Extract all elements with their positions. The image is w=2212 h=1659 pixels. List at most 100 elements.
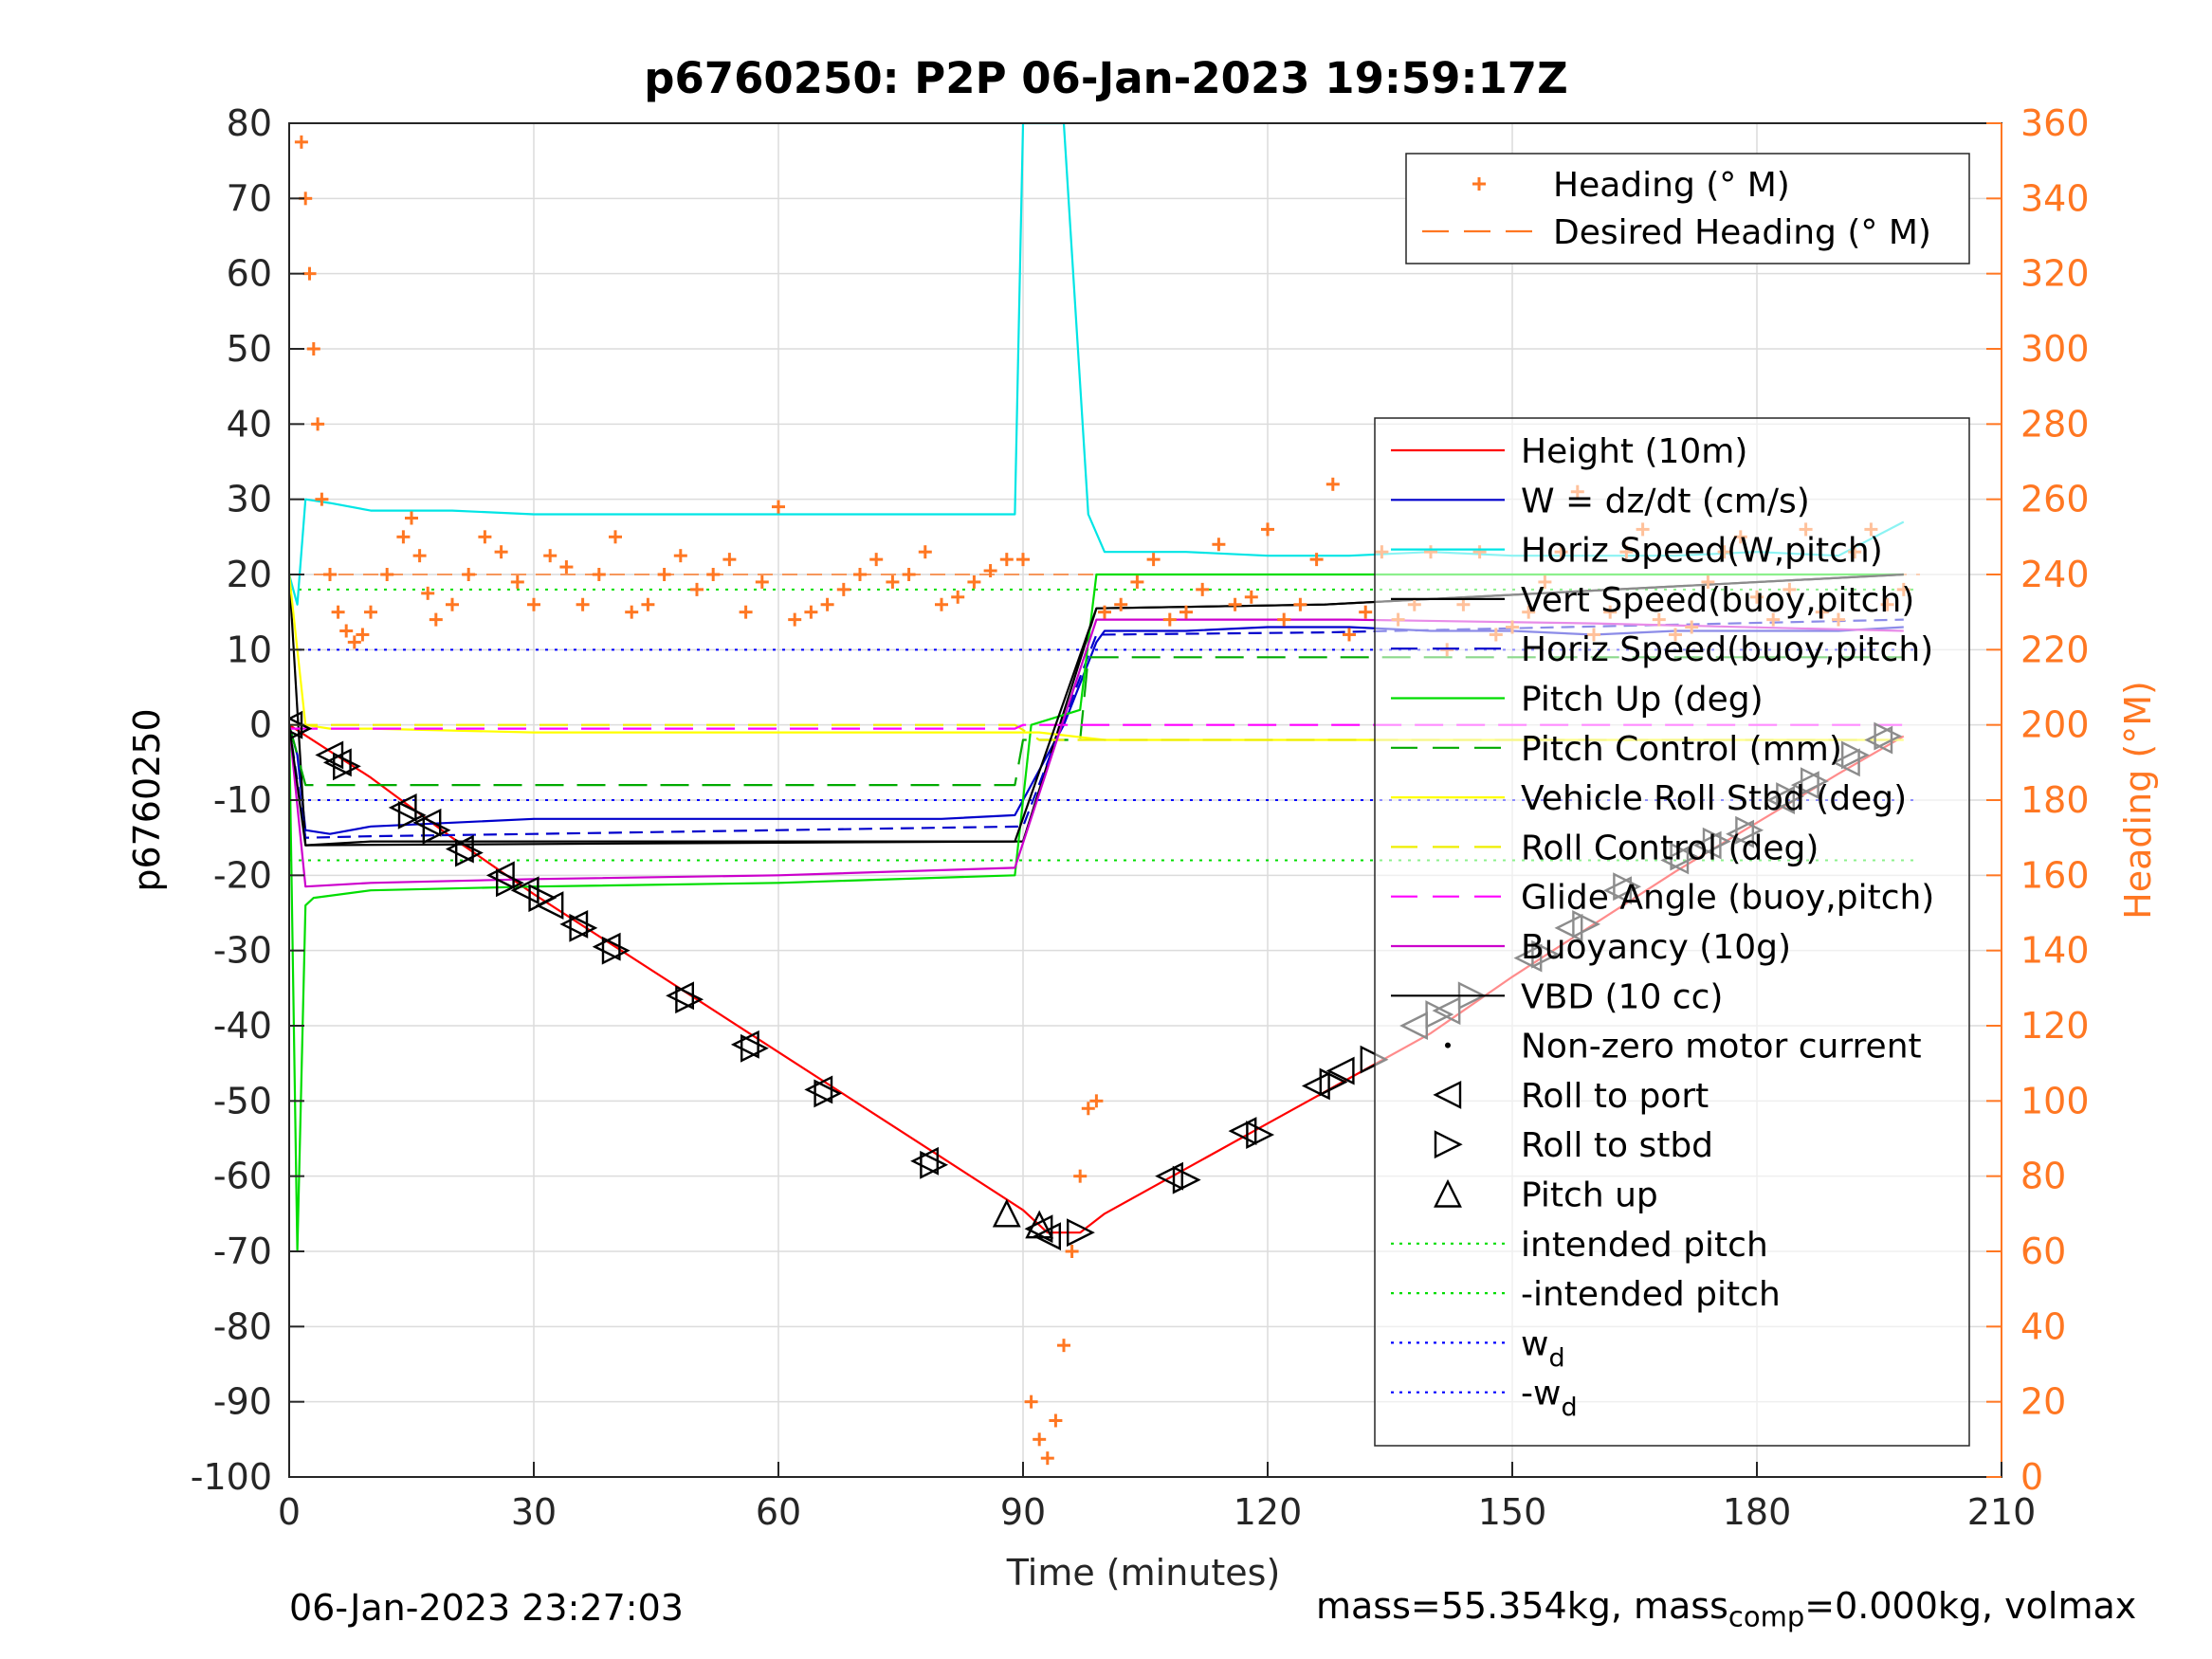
heading-point [559,560,574,574]
heading-point [1325,477,1340,491]
y-tick-label: 50 [227,328,272,370]
heading-point [315,492,329,506]
y-tick-label: -70 [213,1231,272,1272]
y-tick-label: 70 [227,177,272,219]
heading-point [983,564,997,578]
heading-point [788,612,802,627]
heading-point [1098,605,1111,619]
legend-swatch-tri-left [1433,1080,1462,1109]
pitch-up-marker [1025,1210,1054,1239]
footer-mass-info: mass=55.354kg, masscomp=0.000kg, volmax [1316,1585,2136,1633]
heading-point [1244,590,1258,604]
heading-point [429,612,443,627]
roll-to-port-marker [388,793,417,822]
roll-to-stbd-marker [528,884,558,913]
legend-label: Glide Angle (buoy,pitch) [1521,879,1934,918]
legend-label: Buoyancy (10g) [1521,928,1791,967]
y2-tick-label: 200 [2020,704,2090,746]
y-tick-label: 60 [227,253,272,295]
y-tick-label: 80 [227,102,272,144]
legend-swatch-tri-up [1434,1178,1462,1208]
heading-point [625,605,639,619]
y2-tick-label: 20 [2020,1381,2066,1423]
x-tick-label: 0 [278,1491,301,1533]
y2-tick-label: 0 [2020,1456,2043,1498]
heading-point [1293,597,1307,611]
heading-point [576,597,590,611]
roll-to-stbd-marker [455,838,484,867]
legend-label: Vehicle Roll Stbd (deg) [1521,779,1907,818]
heading-point [820,597,834,611]
heading-point [739,605,753,619]
heading-point [294,135,308,149]
legend-label: Desired Heading (° M) [1553,213,1931,252]
x-tick-label: 60 [756,1491,801,1533]
legend-swatch-dot [1445,1042,1451,1048]
legend-label: Pitch Control (mm) [1521,730,1842,769]
heading-point [1261,522,1274,537]
roll-to-stbd-marker [397,800,427,830]
heading-point [772,500,785,514]
roll-to-stbd-marker [1246,1121,1275,1149]
y2-tick-label: 120 [2020,1005,2090,1047]
heading-point [1057,1339,1070,1353]
heading-point [690,582,704,596]
heading-point [1016,553,1030,567]
roll-to-stbd-marker [1172,1165,1201,1194]
y2-tick-label: 180 [2020,779,2090,821]
heading-point [999,553,1014,567]
heading-point [1309,553,1324,567]
legend-label: Roll to port [1521,1077,1709,1116]
y2-tick-label: 300 [2020,328,2090,370]
roll-to-port-marker [1301,1071,1330,1101]
y2-tick-label: 160 [2020,854,2090,896]
y-tick-label: -50 [213,1080,272,1121]
heading-point [1033,1432,1047,1447]
legend-label: VBD (10 cc) [1521,977,1723,1016]
y2-tick-label: 280 [2020,403,2090,445]
heading-point [347,635,361,649]
legend-label: Horiz Speed(buoy,pitch) [1521,630,1933,669]
y2-tick-label: 220 [2020,629,2090,670]
legend-label: -intended pitch [1521,1275,1781,1314]
roll-to-port-marker [412,808,442,837]
heading-point [641,597,655,611]
series-line [289,656,1904,787]
heading-point [1081,1102,1095,1116]
heading-point [311,417,325,431]
y2-tick-label: 40 [2020,1305,2066,1347]
x-tick-label: 180 [1723,1491,1792,1533]
heading-point [1212,538,1226,552]
roll-to-stbd-marker [1066,1218,1095,1248]
heading-point [1146,553,1161,567]
y-tick-label: -20 [213,854,272,896]
roll-to-stbd-marker [920,1150,949,1179]
y-tick-label: 40 [227,403,272,445]
roll-to-stbd-marker [814,1079,843,1108]
y2-tick-label: 60 [2020,1231,2066,1272]
y-tick-label: 0 [249,704,272,746]
heading-point [331,605,345,619]
heading-point [1359,605,1373,619]
legend-label: Pitch Up (deg) [1521,681,1764,720]
y2-tick-label: 320 [2020,253,2090,295]
y2-tick-label: 80 [2020,1156,2066,1197]
legend-label: Roll to stbd [1521,1126,1713,1165]
axes: 0 30 60 90 120 150 180 21080706050403020100-10-… [191,102,2090,1533]
legend-box [1374,417,1970,1447]
heading-point [609,530,622,544]
top-legend-box [1405,153,1970,264]
legend-label: Roll Control (deg) [1521,829,1819,867]
y-tick-label: -60 [213,1156,272,1197]
heading-point [935,597,948,611]
roll-to-port-marker [485,861,515,890]
y2-tick-label: 260 [2020,479,2090,520]
heading-point [722,553,737,567]
pitch-up-marker [992,1198,1021,1228]
heading-point [1065,1245,1079,1258]
y-tick-label: 20 [227,554,272,595]
heading-point [356,628,370,642]
heading-point [755,574,769,589]
heading-point [1073,1169,1088,1183]
